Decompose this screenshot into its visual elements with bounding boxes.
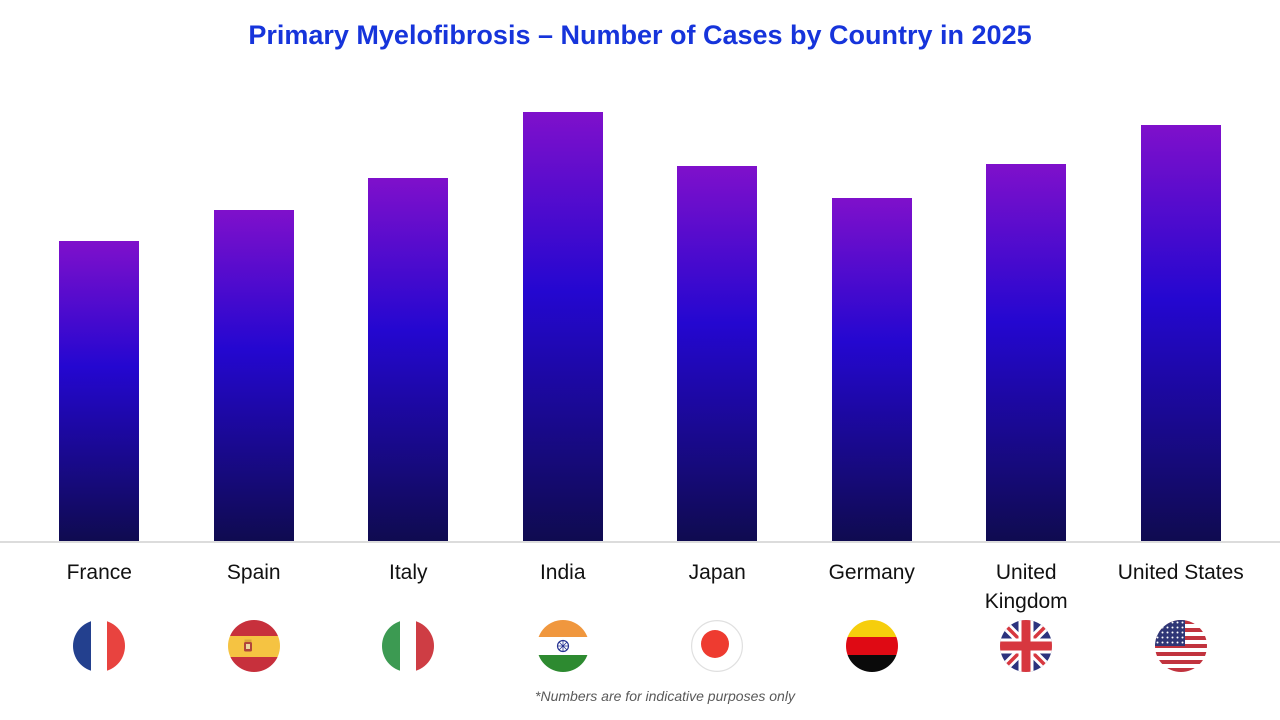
country-label-japan: Japan	[688, 561, 746, 584]
country-label-united-states: United States	[1117, 561, 1244, 584]
footnote-row: *Numbers are for indicative purposes onl…	[0, 688, 1280, 706]
country-label-spain: Spain	[226, 561, 281, 584]
flag-france-icon	[73, 620, 126, 672]
x-axis-line	[0, 541, 1280, 543]
flag-italy-icon	[382, 620, 435, 672]
bar-column-united-states	[1104, 125, 1259, 541]
bar-column-italy	[331, 178, 486, 541]
bar-column-japan	[640, 166, 795, 541]
bar-spain	[213, 210, 294, 541]
bar-column-india	[486, 112, 641, 541]
flag-japan-icon	[691, 620, 744, 672]
chart-title: Primary Myelofibrosis – Number of Cases …	[248, 20, 1032, 50]
bar-column-germany	[795, 198, 950, 541]
bar-column-united-kingdom	[949, 164, 1104, 541]
flag-india-icon	[536, 620, 589, 672]
bar-chart	[22, 0, 1258, 541]
country-label-italy: Italy	[388, 561, 428, 584]
flag-spain-icon	[227, 620, 280, 672]
bar-column-france	[22, 241, 177, 541]
bar-germany	[831, 198, 912, 541]
flags-row	[22, 620, 1258, 672]
bar-india	[522, 112, 603, 541]
footnote: *Numbers are for indicative purposes onl…	[535, 688, 795, 704]
country-label-united-kingdom: United Kingdom	[984, 561, 1068, 613]
category-labels-row: France Spain Italy India Japan Germany U…	[22, 558, 1258, 616]
bar-united-states	[1140, 125, 1221, 541]
country-label-france: France	[66, 561, 132, 584]
bar-column-spain	[177, 210, 332, 541]
country-label-india: India	[539, 561, 586, 584]
flag-germany-icon	[845, 620, 898, 672]
bar-france	[59, 241, 140, 541]
flag-united-states-icon	[1154, 620, 1207, 672]
flag-united-kingdom-icon	[1000, 620, 1053, 672]
country-label-germany: Germany	[828, 561, 915, 584]
bar-japan	[677, 166, 758, 541]
bar-united-kingdom	[986, 164, 1067, 541]
bar-italy	[368, 178, 449, 541]
